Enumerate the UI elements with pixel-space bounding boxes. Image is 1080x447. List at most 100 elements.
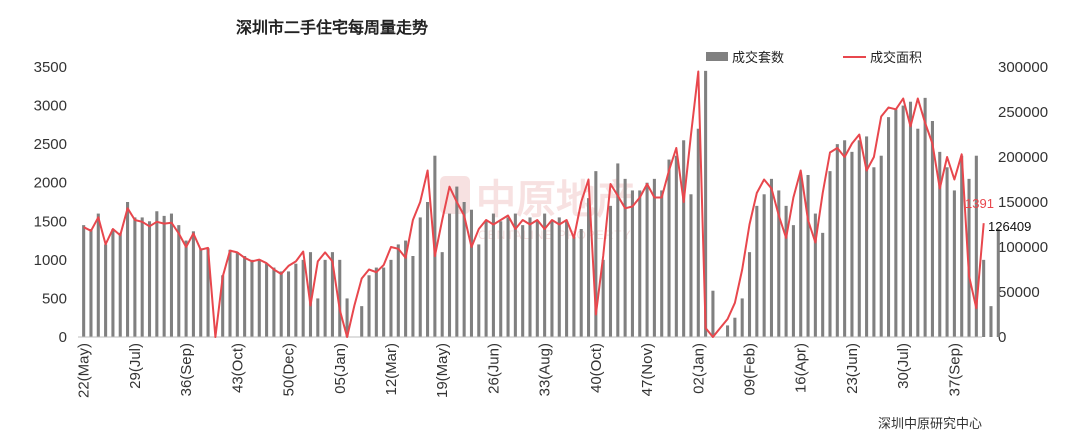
bar bbox=[162, 215, 166, 337]
bar bbox=[235, 252, 239, 337]
y-right-tick-label: 50000 bbox=[998, 284, 1040, 301]
bar bbox=[557, 217, 561, 337]
bar bbox=[630, 190, 634, 337]
bar bbox=[404, 240, 408, 337]
bar bbox=[111, 229, 115, 337]
bar bbox=[169, 213, 173, 337]
bar bbox=[89, 229, 93, 337]
bar bbox=[755, 205, 759, 337]
y-left-tick-label: 1000 bbox=[34, 252, 67, 269]
bar bbox=[594, 171, 598, 337]
x-tick-label: 09(Feb) bbox=[742, 343, 759, 396]
bar bbox=[857, 140, 861, 337]
bar bbox=[799, 175, 803, 337]
x-tick-label: 19(May) bbox=[434, 343, 451, 398]
bar bbox=[923, 97, 927, 337]
bar bbox=[660, 190, 664, 337]
y-left-tick-label: 0 bbox=[59, 329, 67, 346]
bar bbox=[828, 171, 832, 337]
bar bbox=[323, 259, 327, 337]
y-left-tick-label: 1500 bbox=[34, 213, 67, 230]
legend-line-label: 成交面积 bbox=[870, 50, 922, 66]
bar bbox=[272, 267, 276, 337]
bar bbox=[572, 236, 576, 337]
x-tick-label: 12(Mar) bbox=[383, 343, 400, 396]
x-tick-label: 40(Oct) bbox=[588, 343, 605, 393]
y-axis-right: 0 50000 100000 150000 200000 250000 300000 bbox=[998, 59, 1048, 346]
bar bbox=[601, 259, 605, 337]
bar bbox=[872, 167, 876, 337]
bar bbox=[747, 252, 752, 337]
bar bbox=[367, 275, 371, 337]
y-right-tick-label: 300000 bbox=[998, 59, 1048, 76]
x-tick-label: 23(Jun) bbox=[844, 343, 861, 394]
bar bbox=[762, 194, 766, 337]
bar bbox=[901, 105, 905, 337]
bar bbox=[118, 232, 122, 337]
bar bbox=[587, 198, 591, 337]
bar bbox=[835, 144, 839, 337]
bar bbox=[704, 70, 708, 337]
bar bbox=[469, 209, 473, 337]
bar bbox=[535, 221, 539, 337]
bar bbox=[784, 205, 788, 337]
bar bbox=[374, 267, 378, 337]
x-tick-label: 37(Sep) bbox=[946, 343, 963, 396]
bar bbox=[865, 136, 869, 337]
bar bbox=[316, 298, 320, 337]
bar bbox=[338, 259, 342, 337]
bar bbox=[777, 190, 781, 337]
bar bbox=[769, 178, 773, 337]
y-right-tick-label: 0 bbox=[998, 329, 1006, 346]
x-tick-label: 30(Jul) bbox=[895, 343, 912, 389]
x-tick-label: 50(Dec) bbox=[281, 343, 298, 396]
bar bbox=[550, 221, 554, 337]
bar bbox=[447, 213, 452, 337]
x-tick-label: 33(Aug) bbox=[537, 343, 554, 396]
bar bbox=[930, 121, 934, 337]
bar bbox=[308, 252, 313, 337]
area-line bbox=[83, 70, 985, 338]
bar bbox=[345, 298, 349, 337]
bar bbox=[411, 256, 415, 337]
bar bbox=[360, 306, 364, 337]
bar bbox=[616, 163, 620, 337]
bar bbox=[726, 325, 730, 337]
y-axis-left: 0 500 1000 1500 2000 2500 3000 3500 bbox=[34, 59, 67, 346]
bar bbox=[82, 225, 86, 337]
y-left-tick-label: 2000 bbox=[34, 175, 67, 192]
y-left-tick-label: 500 bbox=[42, 290, 67, 307]
bar bbox=[96, 213, 100, 337]
bar bbox=[879, 155, 883, 337]
bar bbox=[521, 225, 525, 337]
bar bbox=[228, 249, 232, 337]
bar bbox=[155, 211, 159, 337]
bar bbox=[287, 271, 291, 337]
bar bbox=[996, 229, 1000, 337]
bar bbox=[330, 252, 334, 337]
bar bbox=[945, 167, 949, 337]
bar bbox=[199, 248, 203, 337]
bar bbox=[608, 205, 613, 337]
bar bbox=[967, 178, 971, 337]
bar bbox=[133, 217, 137, 337]
legend-bar-swatch bbox=[706, 52, 728, 61]
bar bbox=[418, 217, 422, 337]
bar bbox=[389, 259, 393, 337]
bar bbox=[638, 190, 642, 337]
source-label: 深圳中原研究中心 bbox=[878, 417, 982, 432]
bar bbox=[528, 217, 532, 337]
bar bbox=[652, 178, 656, 337]
bar bbox=[140, 217, 144, 337]
y-left-tick-label: 2500 bbox=[34, 136, 67, 153]
bar bbox=[250, 259, 254, 337]
bar bbox=[989, 306, 993, 337]
bar bbox=[689, 194, 693, 337]
bar bbox=[850, 151, 854, 337]
bar bbox=[952, 190, 956, 337]
bar bbox=[674, 155, 678, 337]
bar bbox=[916, 128, 920, 337]
x-tick-label: 16(Apr) bbox=[793, 343, 810, 393]
y-right-tick-label: 250000 bbox=[998, 104, 1048, 121]
